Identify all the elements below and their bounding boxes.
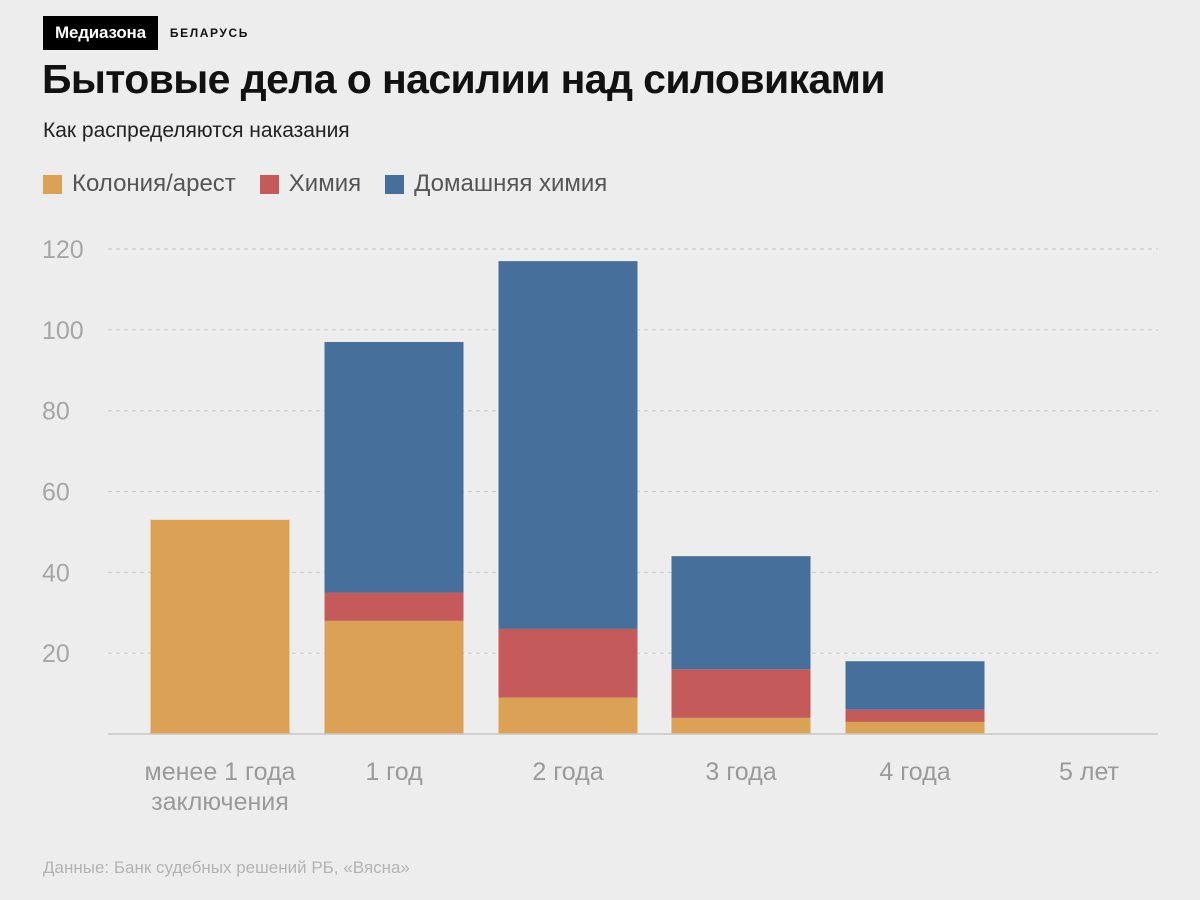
legend-item-colony: Колония/арест: [43, 170, 236, 198]
legend: Колония/арест Химия Домашняя химия: [43, 170, 631, 198]
legend-label-chemistry: Химия: [288, 170, 362, 197]
x-tick-label: 1 год: [365, 758, 423, 786]
legend-item-home-chemistry: Домашняя химия: [385, 170, 607, 198]
mediazona-logo[interactable]: Медиазона: [43, 16, 158, 50]
x-tick-label: 3 года: [705, 758, 776, 786]
bar-segment: [324, 341, 464, 593]
legend-swatch-colony: [43, 174, 62, 194]
bar-segment: [498, 628, 638, 698]
legend-swatch-chemistry: [259, 174, 279, 194]
x-tick-label: заключения: [151, 788, 289, 816]
x-tick-label: 2 года: [532, 758, 603, 786]
legend-swatch-home-chemistry: [385, 174, 405, 194]
bar-segment: [150, 519, 290, 734]
bar-segment: [671, 669, 811, 718]
bar-segment: [324, 592, 464, 621]
chart-subtitle: Как распределяются наказания: [43, 119, 350, 142]
x-tick-label: 5 лет: [1059, 758, 1120, 786]
bar-segment: [845, 661, 985, 710]
legend-label-colony: Колония/арест: [72, 170, 236, 197]
source-note: Данные: Банк судебных решений РБ, «Вясна…: [43, 858, 410, 877]
y-tick-label: 20: [42, 640, 70, 668]
section-label[interactable]: БЕЛАРУСЬ: [169, 26, 249, 40]
y-tick-label: 120: [42, 236, 84, 264]
legend-item-chemistry: Химия: [259, 170, 362, 198]
y-tick-label: 100: [42, 317, 84, 345]
bar-segment: [845, 709, 985, 722]
y-tick-label: 80: [42, 398, 70, 426]
bar-segment: [845, 721, 985, 734]
legend-label-home-chemistry: Домашняя химия: [414, 170, 608, 197]
y-tick-label: 60: [42, 479, 70, 507]
chart-title: Бытовые дела о насилии над силовиками: [42, 56, 886, 102]
y-tick-label: 40: [42, 559, 70, 587]
bar-segment: [498, 261, 638, 629]
x-tick-label: менее 1 года: [145, 758, 296, 786]
bar-segment: [671, 556, 811, 670]
x-tick-label: 4 года: [879, 758, 950, 786]
bar-segment: [671, 717, 811, 734]
bar-segment: [324, 620, 464, 734]
brand: Медиазона БЕЛАРУСЬ: [43, 16, 249, 50]
bar-segment: [498, 697, 638, 734]
